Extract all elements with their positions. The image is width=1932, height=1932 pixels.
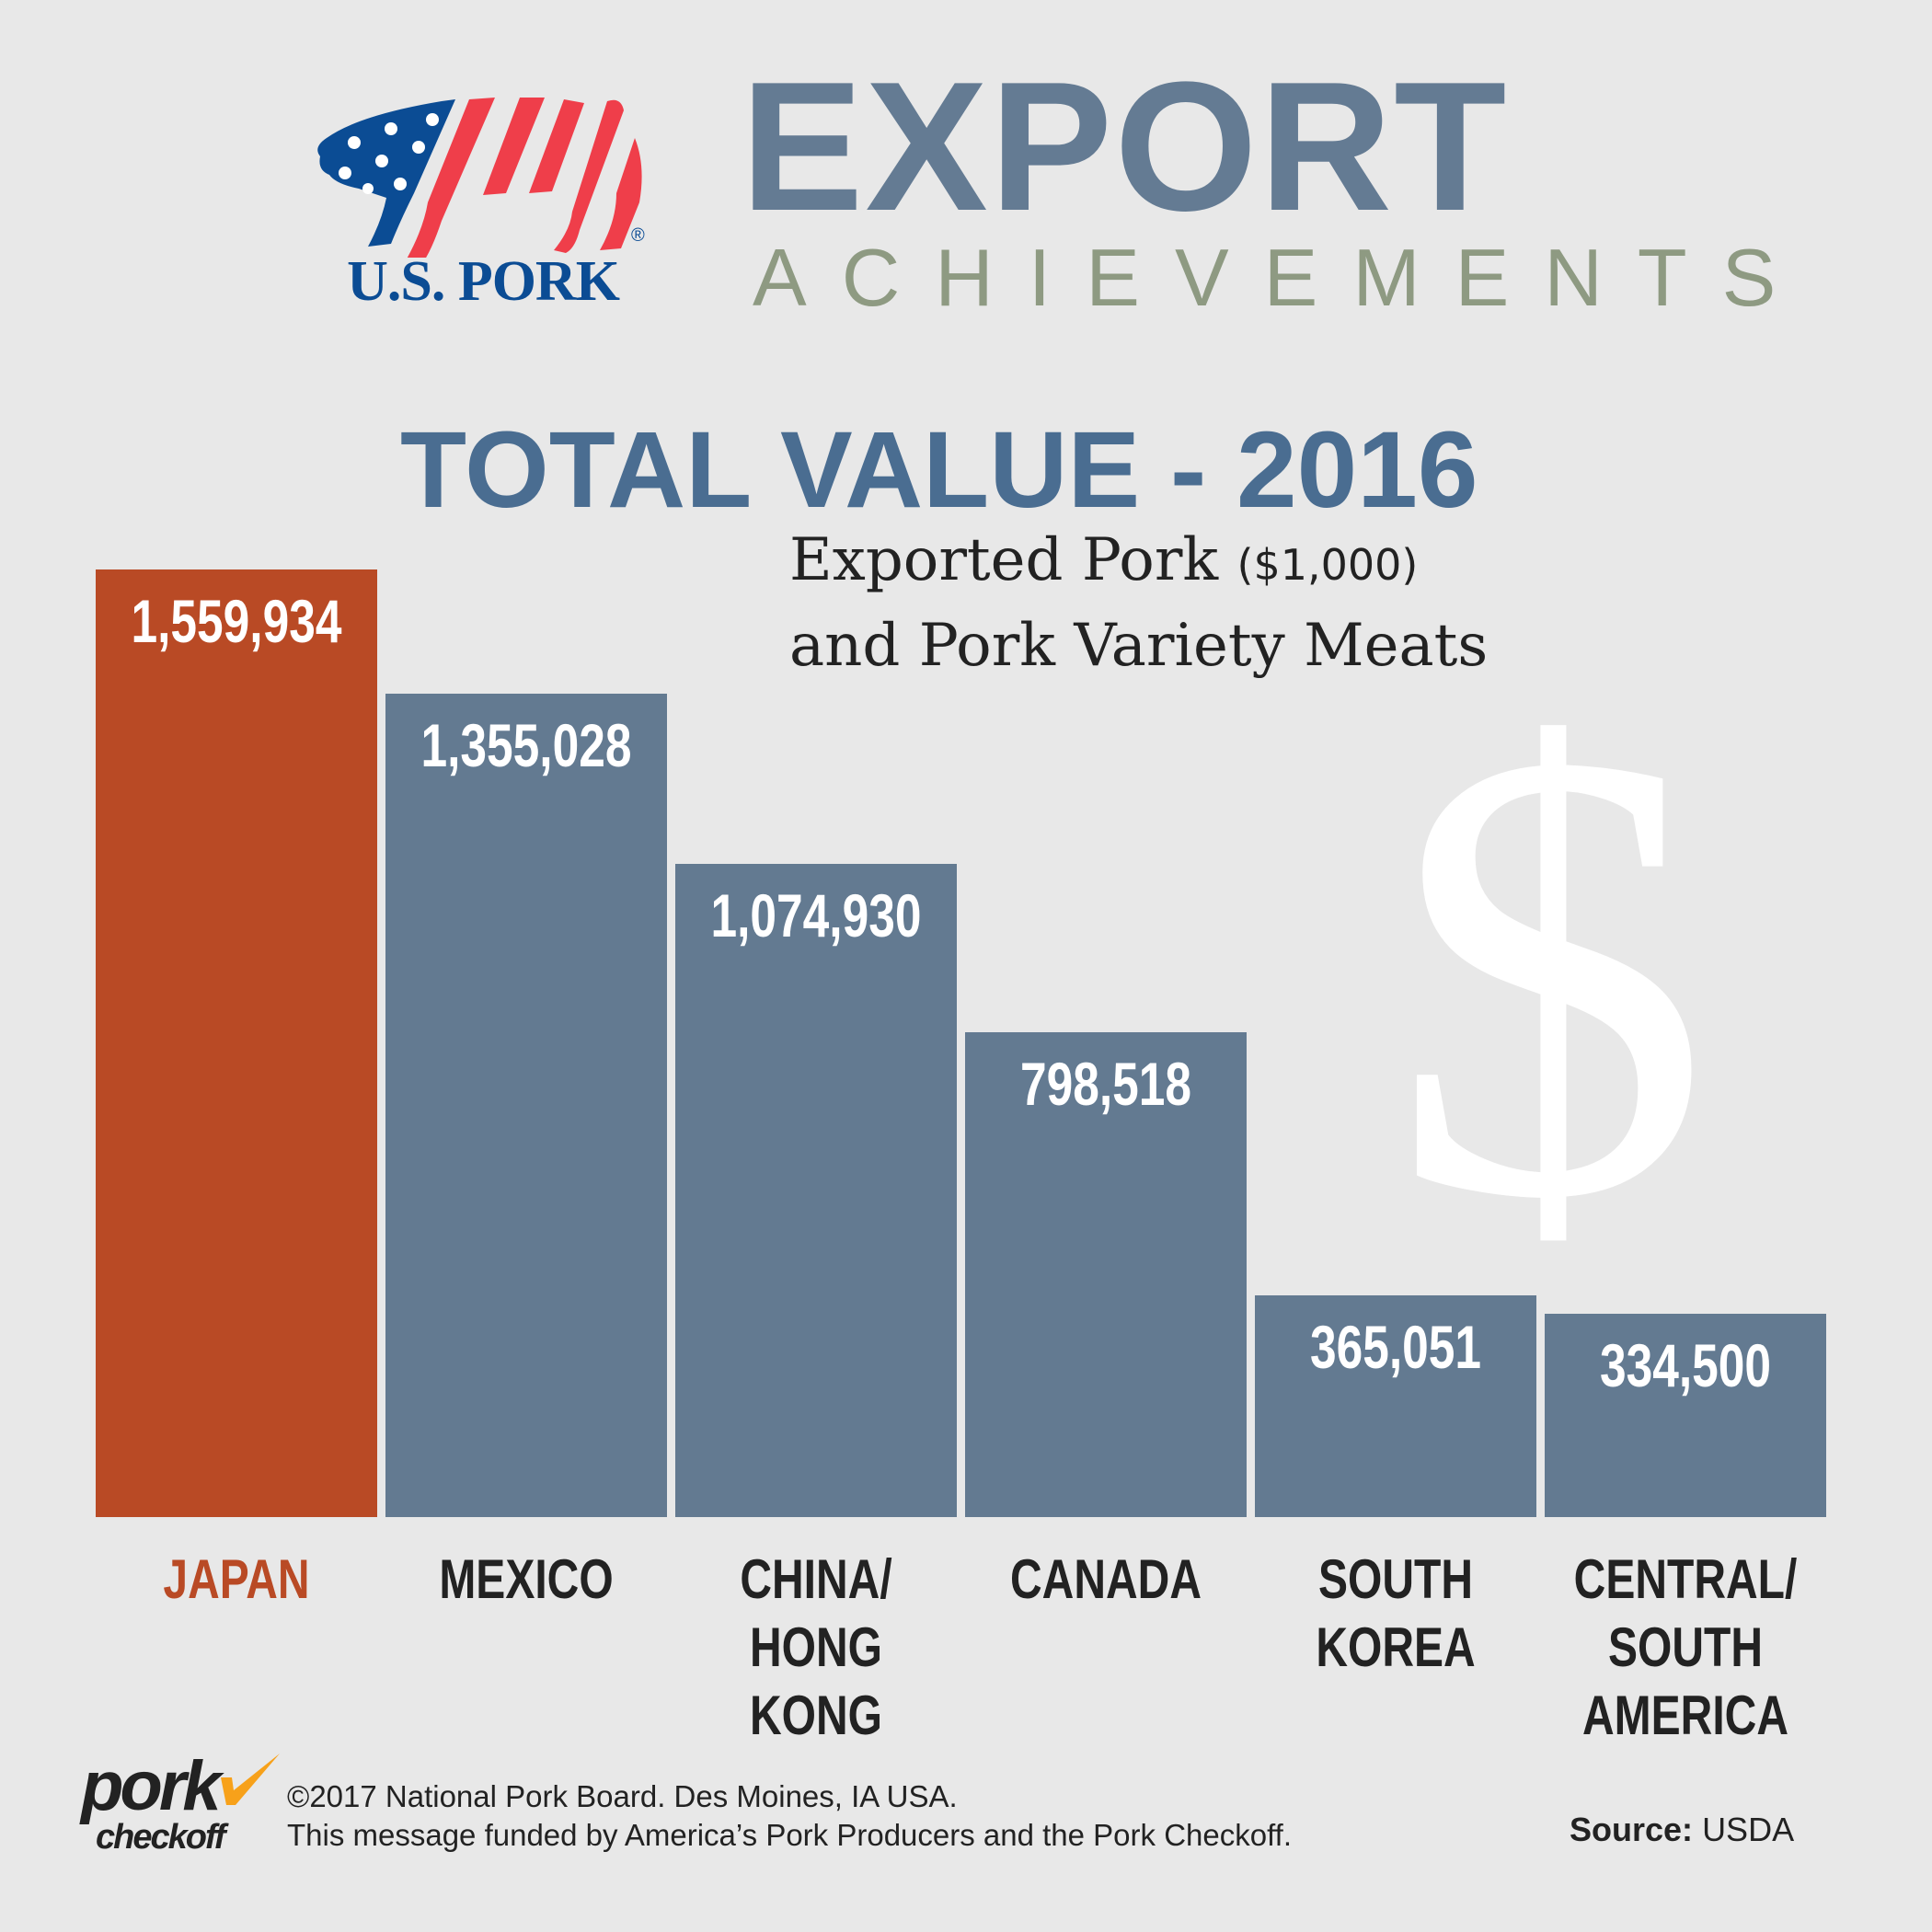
logo-text: U.S. PORK (347, 250, 620, 313)
logo-checkoff-word: checkoff (96, 1818, 226, 1857)
category-label: JAPAN (163, 1548, 310, 1610)
logo-pork-word: pork (81, 1747, 222, 1825)
bar-3: 798,518 (965, 1031, 1247, 1517)
category-label: CANADA (1010, 1548, 1202, 1610)
checkmark-icon (221, 1754, 280, 1805)
footer-text: ©2017 National Pork Board. Des Moines, I… (287, 1777, 1292, 1855)
bar-value-label: 365,051 (1309, 1312, 1482, 1381)
bar-value-label: 1,355,028 (420, 711, 632, 780)
category-label: MEXICO (439, 1548, 614, 1610)
header-title: EXPORT (741, 44, 1509, 249)
bar-1: 1,355,028 (385, 694, 667, 1517)
bar-value-label: 1,074,930 (710, 881, 922, 950)
bar-value-label: 334,500 (1599, 1331, 1772, 1400)
bar-value-label: 1,559,934 (131, 587, 342, 655)
source-note: Source: USDA (1570, 1811, 1794, 1849)
funding-line: This message funded by America’s Pork Pr… (287, 1818, 1292, 1852)
header-subtitle: ACHIEVEMENTS (753, 232, 1811, 323)
bar-value-label: 798,518 (1019, 1049, 1192, 1118)
category-label: SOUTH KOREA (1316, 1548, 1476, 1678)
bar-2: 1,074,930 (675, 864, 957, 1517)
chart-title: TOTAL VALUE - 2016 (400, 409, 1478, 531)
registered-mark: ® (631, 225, 645, 246)
subtitle-unit: ($1,000) (1236, 540, 1419, 590)
dollar-sign-icon: $ (1389, 618, 1711, 1331)
category-label: CHINA/ HONG KONG (740, 1548, 892, 1746)
source-value: USDA (1702, 1811, 1795, 1848)
copyright-line: ©2017 National Pork Board. Des Moines, I… (287, 1779, 958, 1813)
category-label: CENTRAL/ SOUTH AMERICA (1573, 1548, 1798, 1746)
us-pork-logo: U.S. PORK ® (304, 83, 662, 313)
bar-0: 1,559,934 (96, 569, 377, 1517)
subtitle-line2: and Pork Variety Meats (789, 612, 1489, 680)
bar-5: 334,500 (1545, 1314, 1826, 1517)
source-label: Source: (1570, 1811, 1694, 1848)
bar-4: 365,051 (1255, 1294, 1536, 1517)
pig-flag-icon (317, 98, 642, 262)
chart-subtitle: Exported Pork ($1,000) and Pork Variety … (789, 520, 1488, 686)
pork-checkoff-logo: pork checkoff (81, 1752, 280, 1855)
subtitle-line1: Exported Pork (789, 526, 1219, 594)
